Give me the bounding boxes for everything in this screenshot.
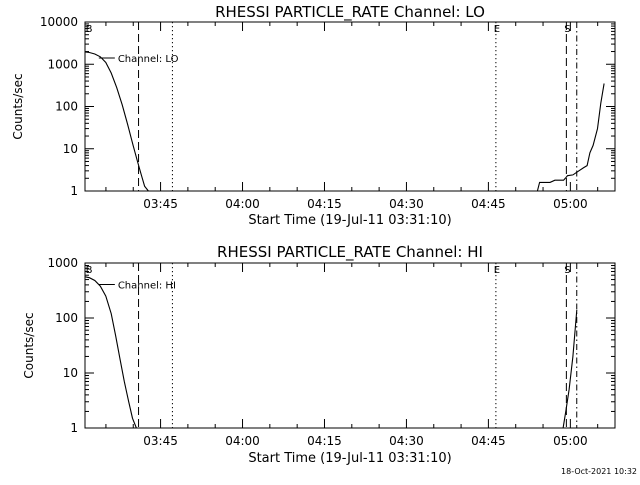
series-line-channelhi [84, 276, 578, 429]
x-tick-label: 04:15 [307, 197, 342, 211]
x-tick-label: 04:45 [471, 434, 506, 448]
y-tick-label: 1 [70, 421, 78, 435]
x-tick-label: 03:45 [143, 197, 178, 211]
x-tick-label: 05:00 [553, 434, 588, 448]
y-tick-label: 10 [63, 366, 78, 380]
y-tick-label: 1000 [47, 57, 78, 71]
marker-label-s: S [564, 24, 570, 35]
series-line-channello [84, 51, 605, 192]
y-axis-title: Counts/sec [22, 312, 36, 378]
y-tick-label: 1 [70, 184, 78, 198]
chart-title: RHESSI PARTICLE_RATE Channel: LO [215, 3, 485, 22]
legend-label: Channel: LO [118, 54, 179, 65]
x-axis-title: Start Time (19-Jul-11 03:31:10) [248, 451, 451, 466]
marker-label-e: E [494, 265, 500, 276]
legend-label: Channel: HI [118, 281, 176, 292]
y-tick-label: 10000 [40, 15, 78, 29]
y-tick-label: 100 [55, 100, 78, 114]
plot-frame [84, 262, 616, 429]
chart-title: RHESSI PARTICLE_RATE Channel: HI [217, 243, 483, 262]
marker-label-s: S [564, 265, 570, 276]
x-tick-label: 04:00 [225, 434, 260, 448]
marker-label-e: E [494, 24, 500, 35]
footer-timestamp: 18-Oct-2021 10:32 [561, 467, 637, 476]
y-tick-label: 10 [63, 142, 78, 156]
x-axis-title: Start Time (19-Jul-11 03:31:10) [248, 213, 451, 228]
y-tick-label: 1000 [47, 256, 78, 270]
y-axis-title: Counts/sec [11, 73, 25, 139]
x-tick-label: 04:30 [389, 197, 424, 211]
x-tick-label: 04:15 [307, 434, 342, 448]
y-tick-label: 100 [55, 311, 78, 325]
panel-lo: RHESSI PARTICLE_RATE Channel: LO10000100… [11, 3, 616, 228]
x-tick-label: 03:45 [143, 434, 178, 448]
x-tick-label: 04:00 [225, 197, 260, 211]
marker-label-b: B [86, 265, 93, 276]
x-tick-label: 05:00 [553, 197, 588, 211]
x-tick-label: 04:45 [471, 197, 506, 211]
panel-hi: RHESSI PARTICLE_RATE Channel: HI 1000 100 1… [22, 243, 616, 466]
plot-frame [84, 21, 616, 192]
marker-label-b: B [86, 24, 93, 35]
x-tick-label: 04:30 [389, 434, 424, 448]
